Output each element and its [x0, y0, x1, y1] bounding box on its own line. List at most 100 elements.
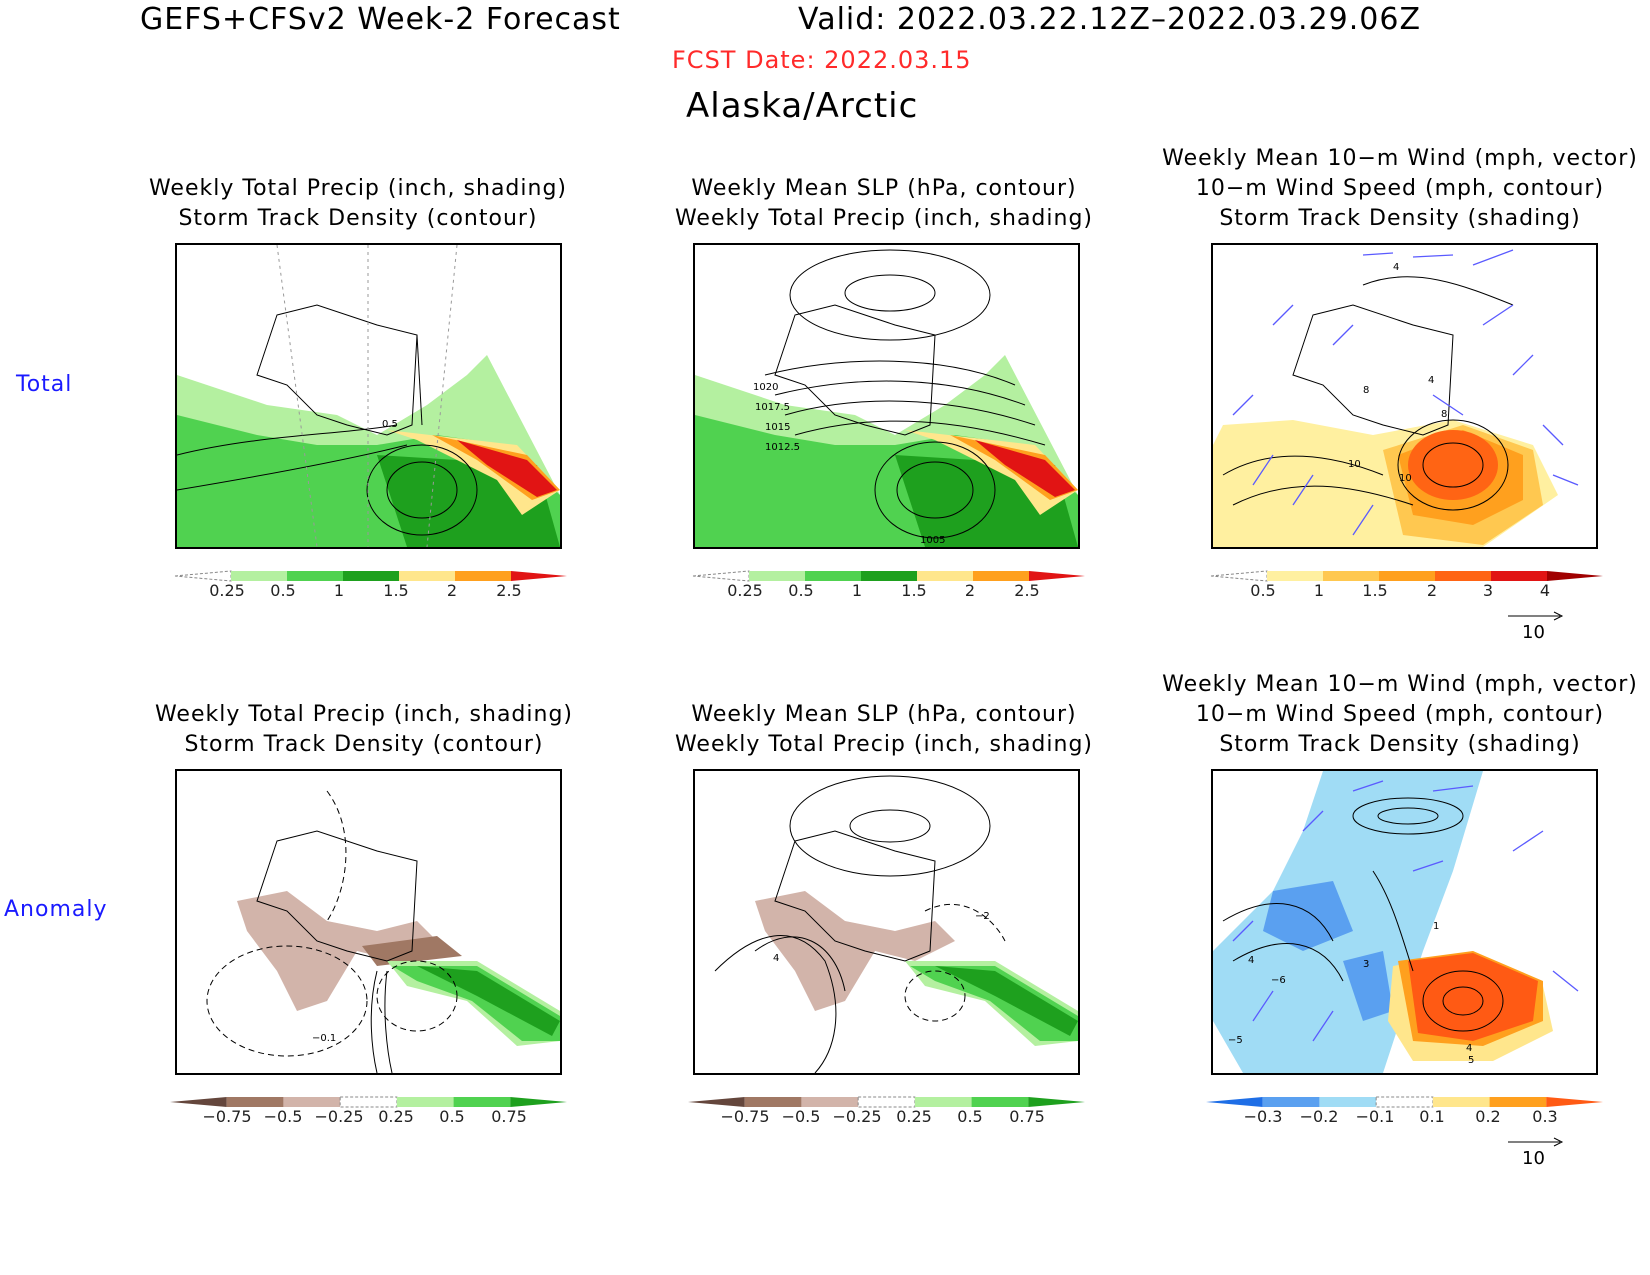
colorbar-anom-slp-precip: −0.75 −0.5 −0.25 0.25 0.5 0.75 [688, 1096, 1085, 1126]
colorbar-segment [1206, 1097, 1263, 1107]
svg-text:−2: −2 [975, 911, 990, 922]
tick-label: −0.5 [781, 1107, 821, 1126]
colorbar-segment [801, 1097, 859, 1107]
tick-label: 0.75 [491, 1107, 527, 1126]
colorbar-segment [1319, 1097, 1377, 1107]
colorbar-total-storm: 0.5 1 1.5 2 3 4 [1210, 570, 1603, 600]
svg-text:8: 8 [1363, 385, 1369, 396]
colorbar-segment [399, 571, 455, 581]
colorbar-anom-storm: −0.3 −0.2 −0.1 0.1 0.2 0.3 [1206, 1096, 1603, 1126]
colorbar-segment [917, 571, 973, 581]
colorbar-segment [174, 570, 232, 582]
map-total-precip: 0.5 [175, 243, 562, 549]
colorbar-segment [1267, 571, 1323, 581]
svg-text:1005: 1005 [920, 535, 945, 546]
precip-yellow [387, 430, 560, 515]
tick-label: 0.75 [1009, 1107, 1045, 1126]
colorbar-segment [1547, 571, 1603, 581]
tick-label: 1.5 [901, 581, 927, 600]
colorbar-segment [343, 571, 399, 581]
svg-text:4: 4 [1466, 1043, 1472, 1054]
svg-text:3: 3 [1363, 959, 1369, 970]
tick-label: 0.5 [270, 581, 296, 600]
colorbar-segment [1491, 571, 1547, 581]
colorbar-segment [1546, 1097, 1603, 1107]
colorbar-segment [688, 1097, 745, 1107]
contour-label: 0.5 [382, 419, 398, 430]
svg-text:4: 4 [1393, 262, 1399, 273]
svg-text:−0.1: −0.1 [312, 1033, 336, 1044]
colorbar-segment [1323, 571, 1379, 581]
valid-period: Valid: 2022.03.22.12Z–2022.03.29.06Z [798, 2, 1421, 37]
tick-label: 2 [446, 581, 458, 600]
svg-text:−6: −6 [1271, 975, 1286, 986]
tick-label: −0.25 [832, 1107, 882, 1126]
colorbar-segment [692, 570, 750, 582]
colorbar-segment [1379, 571, 1435, 581]
vector-reference-arrow [1508, 611, 1564, 621]
tick-label: −0.3 [1243, 1107, 1283, 1126]
tick-label: 0.5 [957, 1107, 983, 1126]
map-anom-precip: −0.1 [175, 769, 562, 1075]
colorbar-anom-precip: −0.75 −0.5 −0.25 0.25 0.5 0.75 [170, 1096, 567, 1126]
map-anom-wind: 4 −6 3 1 −5 4 5 [1211, 769, 1598, 1075]
colorbar-segment [971, 1097, 1029, 1107]
colorbar-segment [339, 1096, 398, 1108]
svg-text:1020: 1020 [753, 382, 778, 393]
tick-label: 0.5 [1250, 581, 1276, 600]
tick-label: 0.25 [209, 581, 245, 600]
colorbar-segment [1435, 571, 1491, 581]
panel-title-total-precip: Weekly Total Precip (inch, shading) Stor… [148, 176, 568, 231]
colorbar-segment [805, 571, 861, 581]
row-label-total: Total [16, 372, 73, 397]
colorbar-segment [1432, 1097, 1490, 1107]
colorbar-segment [861, 571, 917, 581]
colorbar-segment [396, 1097, 454, 1107]
colorbar-segment [1210, 570, 1268, 582]
tick-label: 1.5 [1362, 581, 1388, 600]
colorbar-segment [511, 571, 567, 581]
svg-text:−5: −5 [1228, 1035, 1243, 1046]
svg-text:4: 4 [773, 953, 779, 964]
tick-label: 1.5 [383, 581, 409, 600]
tick-label: 2.5 [1014, 581, 1040, 600]
tick-label: 4 [1539, 581, 1551, 600]
colorbar-svg [1210, 570, 1603, 582]
tick-label: 0.25 [896, 1107, 932, 1126]
main-title: GEFS+CFSv2 Week-2 Forecast [140, 2, 621, 37]
vector-reference-arrow [1508, 1137, 1564, 1147]
colorbar-svg [174, 570, 567, 582]
vector-reference-label: 10 [1522, 1148, 1545, 1169]
map-total-wind: 4 8 4 8 10 10 [1211, 243, 1598, 549]
colorbar-segment [226, 1097, 284, 1107]
tick-label: 3 [1482, 581, 1494, 600]
svg-text:1015: 1015 [765, 422, 790, 433]
colorbar-segment [914, 1097, 972, 1107]
tick-label: −0.1 [1355, 1107, 1395, 1126]
colorbar-segment [170, 1097, 227, 1107]
tick-label: 0.5 [439, 1107, 465, 1126]
tick-label: 0.5 [788, 581, 814, 600]
vector-reference-label: 10 [1522, 622, 1545, 643]
colorbar-segment [1489, 1097, 1547, 1107]
colorbar-segment [1262, 1097, 1320, 1107]
svg-text:10: 10 [1399, 473, 1412, 484]
panel-title-total-slp: Weekly Mean SLP (hPa, contour) Weekly To… [674, 176, 1094, 231]
colorbar-segment [455, 571, 511, 581]
svg-text:10: 10 [1348, 459, 1361, 470]
colorbar-total-slp-precip: 0.25 0.5 1 1.5 2 2.5 [692, 570, 1085, 600]
tick-label: −0.2 [1299, 1107, 1339, 1126]
tick-label: 0.2 [1475, 1107, 1501, 1126]
tick-label: 2 [1426, 581, 1438, 600]
colorbar-svg [170, 1096, 567, 1108]
tick-label: 0.25 [727, 581, 763, 600]
colorbar-segment [749, 571, 805, 581]
tick-label: 1 [1313, 581, 1325, 600]
tick-label: 0.3 [1532, 1107, 1558, 1126]
colorbar-svg [1206, 1096, 1603, 1108]
svg-text:5: 5 [1468, 1055, 1474, 1066]
tick-label: 1 [851, 581, 863, 600]
tick-label: 0.25 [378, 1107, 414, 1126]
tick-label: 1 [333, 581, 345, 600]
colorbar-segment [1028, 1097, 1085, 1107]
